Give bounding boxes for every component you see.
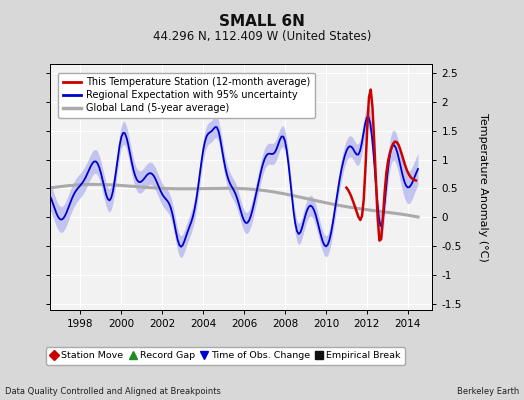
Text: 44.296 N, 112.409 W (United States): 44.296 N, 112.409 W (United States) [153,30,371,43]
Text: SMALL 6N: SMALL 6N [219,14,305,29]
Legend: Station Move, Record Gap, Time of Obs. Change, Empirical Break: Station Move, Record Gap, Time of Obs. C… [46,347,405,365]
Text: Data Quality Controlled and Aligned at Breakpoints: Data Quality Controlled and Aligned at B… [5,387,221,396]
Y-axis label: Temperature Anomaly (°C): Temperature Anomaly (°C) [478,113,488,261]
Text: Berkeley Earth: Berkeley Earth [456,387,519,396]
